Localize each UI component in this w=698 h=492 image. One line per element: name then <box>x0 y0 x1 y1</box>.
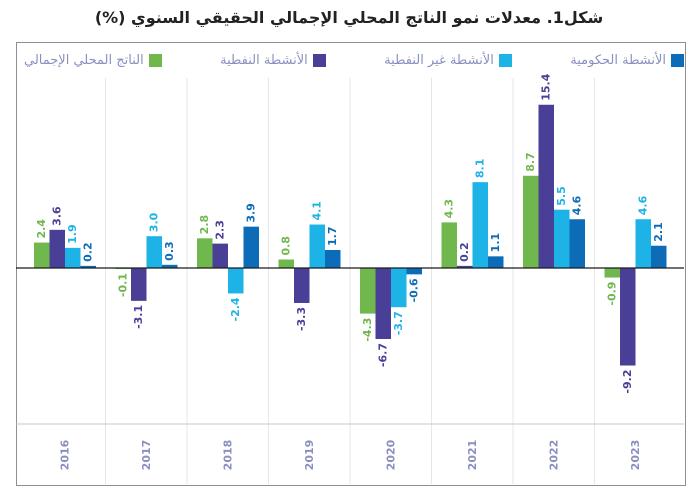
legend-swatch-non-oil <box>498 53 512 67</box>
data-label-2017-series-1: -3.1 <box>132 305 145 329</box>
bar-2016-series-0 <box>34 242 50 268</box>
data-label-2016-series-1: 3.6 <box>51 206 64 226</box>
category-label-2018: 2018 <box>221 440 234 471</box>
data-label-2019-series-1: -3.3 <box>295 307 308 331</box>
bar-2016-series-3 <box>80 265 96 268</box>
legend-item-gdp: الناتج المحلي الإجمالي <box>24 50 162 70</box>
category-label-2023: 2023 <box>629 440 642 471</box>
bar-2022-series-0 <box>523 175 539 268</box>
data-label-2019-series-3: 1.7 <box>326 226 339 246</box>
bar-2020-series-2 <box>391 268 407 308</box>
legend-item-non-oil: الأنشطة غير النفطية <box>384 50 512 70</box>
data-label-2020-series-1: -6.7 <box>377 343 390 367</box>
bar-2022-series-1 <box>538 104 554 268</box>
data-label-2019-series-0: 0.8 <box>280 236 293 256</box>
data-label-2016-series-0: 2.4 <box>35 219 48 239</box>
bar-2017-series-2 <box>146 236 162 268</box>
legend-label-gdp: الناتج المحلي الإجمالي <box>24 52 144 68</box>
category-label-2017: 2017 <box>140 440 153 471</box>
bar-2019-series-1 <box>294 268 310 303</box>
data-label-2018-series-3: 3.9 <box>245 203 258 223</box>
bar-2016-series-2 <box>65 247 81 268</box>
data-label-2018-series-0: 2.8 <box>198 215 211 235</box>
bar-2023-series-2 <box>635 219 651 268</box>
bar-2019-series-3 <box>325 249 341 268</box>
chart-legend: الناتج المحلي الإجمالي الأنشطة النفطية ا… <box>24 50 684 70</box>
legend-item-government: الأنشطة الحكومية <box>570 50 684 70</box>
legend-label-non-oil: الأنشطة غير النفطية <box>384 52 494 68</box>
bar-2020-series-1 <box>375 268 391 340</box>
data-label-2020-series-0: -4.3 <box>361 318 374 342</box>
bar-2023-series-0 <box>604 268 620 278</box>
data-label-2020-series-3: -0.6 <box>408 278 421 302</box>
legend-label-government: الأنشطة الحكومية <box>570 52 666 68</box>
bar-2017-series-3 <box>162 264 178 268</box>
bar-2019-series-0 <box>278 259 294 268</box>
legend-item-oil: الأنشطة النفطية <box>220 50 326 70</box>
chart-title: شكل1. معدلات نمو الناتج المحلي الإجمالي … <box>94 8 604 27</box>
data-label-2023-series-0: -0.9 <box>606 282 619 306</box>
bar-2021-series-2 <box>472 182 488 268</box>
bar-2018-series-0 <box>197 238 213 268</box>
bar-2021-series-3 <box>488 256 504 268</box>
bar-2022-series-2 <box>554 209 570 268</box>
bar-2021-series-0 <box>441 222 457 268</box>
data-label-2022-series-3: 4.6 <box>571 195 584 215</box>
data-label-2016-series-2: 1.9 <box>66 224 79 244</box>
category-label-2016: 2016 <box>58 439 71 470</box>
legend-label-oil: الأنشطة النفطية <box>220 52 308 68</box>
bar-2018-series-3 <box>243 226 259 268</box>
bar-2018-series-1 <box>212 243 228 268</box>
category-label-2019: 2019 <box>303 440 316 471</box>
legend-swatch-government <box>671 53 684 67</box>
bar-2020-series-0 <box>360 268 376 314</box>
legend-swatch-oil <box>312 53 326 67</box>
bar-2019-series-2 <box>309 224 325 268</box>
chart-frame <box>16 42 686 486</box>
bar-2022-series-3 <box>569 219 585 268</box>
data-label-2022-series-0: 8.7 <box>524 152 537 172</box>
data-label-2021-series-2: 8.1 <box>474 159 487 179</box>
bar-2023-series-1 <box>620 268 636 366</box>
bar-2018-series-2 <box>228 268 244 294</box>
legend-swatch-gdp <box>148 53 162 67</box>
data-label-2020-series-2: -3.7 <box>392 311 405 335</box>
data-label-2022-series-2: 5.5 <box>555 186 568 206</box>
data-label-2022-series-1: 15.4 <box>540 73 553 100</box>
data-label-2017-series-0: -0.1 <box>117 273 130 297</box>
bar-2016-series-1 <box>49 229 65 268</box>
bar-2017-series-1 <box>131 268 147 301</box>
data-label-2023-series-3: 2.1 <box>652 222 665 242</box>
data-label-2018-series-1: 2.3 <box>214 220 227 240</box>
data-label-2019-series-2: 4.1 <box>311 201 324 221</box>
data-label-2023-series-2: 4.6 <box>637 195 650 215</box>
data-label-2016-series-3: 0.2 <box>82 242 95 262</box>
category-label-2022: 2022 <box>547 440 560 471</box>
data-label-2017-series-2: 3.0 <box>148 212 161 232</box>
data-label-2023-series-1: -9.2 <box>621 370 634 394</box>
data-label-2021-series-3: 1.1 <box>489 233 502 253</box>
data-label-2018-series-2: -2.4 <box>229 297 242 321</box>
bar-2020-series-3 <box>406 268 422 275</box>
bar-2023-series-3 <box>651 245 667 268</box>
category-label-2020: 2020 <box>384 439 397 470</box>
data-label-2021-series-0: 4.3 <box>443 199 456 219</box>
category-label-2021: 2021 <box>466 440 479 471</box>
data-label-2021-series-1: 0.2 <box>458 242 471 262</box>
bar-2021-series-1 <box>457 265 473 268</box>
data-label-2017-series-3: 0.3 <box>163 241 176 261</box>
